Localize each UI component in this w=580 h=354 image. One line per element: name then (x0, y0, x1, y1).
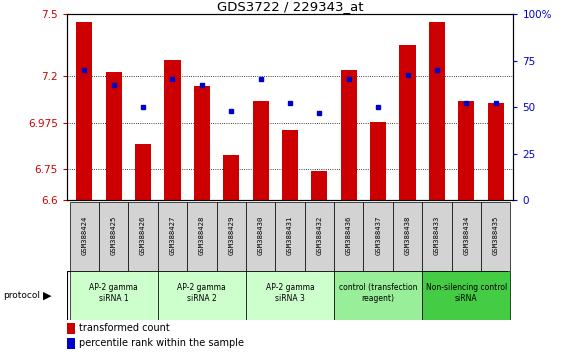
Bar (158, 271, 246, 320)
Text: control (transfection
reagent): control (transfection reagent) (339, 284, 418, 303)
Bar (422, 202, 452, 271)
Text: GSM388438: GSM388438 (404, 215, 411, 255)
Bar (246, 271, 334, 320)
Text: GSM388428: GSM388428 (199, 215, 205, 255)
Text: GSM388437: GSM388437 (375, 215, 381, 255)
Text: ▶: ▶ (43, 291, 52, 301)
Bar (422, 271, 510, 320)
Bar (334, 271, 422, 320)
Text: GSM388436: GSM388436 (346, 215, 351, 255)
Bar (99, 202, 128, 271)
Bar (304, 202, 334, 271)
Bar (70, 271, 158, 320)
Bar (187, 202, 216, 271)
Text: AP-2 gamma
siRNA 3: AP-2 gamma siRNA 3 (266, 284, 314, 303)
Text: GSM388424: GSM388424 (81, 215, 88, 255)
Bar (488, 103, 504, 200)
Bar (164, 59, 180, 200)
Bar (481, 202, 510, 271)
Bar (282, 130, 298, 200)
Bar (252, 101, 269, 200)
Bar (158, 202, 187, 271)
Bar (334, 202, 364, 271)
Bar (106, 72, 122, 200)
Text: AP-2 gamma
siRNA 2: AP-2 gamma siRNA 2 (177, 284, 226, 303)
Bar (400, 45, 416, 200)
Bar (223, 155, 240, 200)
Bar (458, 101, 474, 200)
Bar (393, 202, 422, 271)
Bar (216, 202, 246, 271)
Text: protocol: protocol (3, 291, 40, 300)
Bar (194, 86, 210, 200)
Bar (429, 22, 445, 200)
Bar (76, 22, 92, 200)
Bar (67, 324, 75, 334)
Bar (276, 202, 304, 271)
Text: percentile rank within the sample: percentile rank within the sample (79, 338, 244, 348)
Bar (370, 121, 386, 200)
Bar (70, 202, 99, 271)
Text: Non-silencing control
siRNA: Non-silencing control siRNA (426, 284, 507, 303)
Text: GSM388432: GSM388432 (316, 215, 322, 255)
Bar (67, 338, 75, 349)
Text: GSM388431: GSM388431 (287, 215, 293, 255)
Text: GSM388425: GSM388425 (111, 215, 117, 255)
Bar (452, 202, 481, 271)
Text: GSM388433: GSM388433 (434, 215, 440, 255)
Text: GSM388427: GSM388427 (169, 215, 176, 255)
Bar (340, 70, 357, 200)
Bar (135, 144, 151, 200)
Text: GSM388435: GSM388435 (492, 215, 499, 255)
Bar (311, 171, 328, 200)
Text: GSM388426: GSM388426 (140, 215, 146, 255)
Text: GSM388434: GSM388434 (463, 215, 469, 255)
Title: GDS3722 / 229343_at: GDS3722 / 229343_at (217, 0, 363, 13)
Bar (128, 202, 158, 271)
Text: GSM388429: GSM388429 (229, 215, 234, 255)
Bar (364, 202, 393, 271)
Text: transformed count: transformed count (79, 323, 170, 333)
Text: AP-2 gamma
siRNA 1: AP-2 gamma siRNA 1 (89, 284, 138, 303)
Bar (246, 202, 276, 271)
Text: GSM388430: GSM388430 (258, 215, 264, 255)
